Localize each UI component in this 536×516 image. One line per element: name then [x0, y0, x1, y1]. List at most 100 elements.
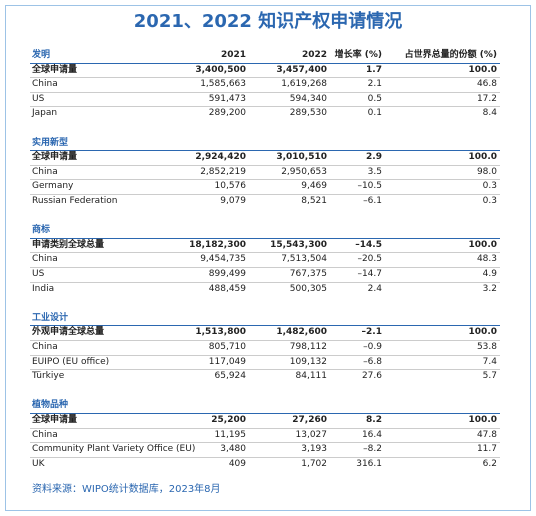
cell: 594,340	[289, 93, 327, 104]
cell: 1,513,800	[195, 327, 246, 338]
cell: –2.1	[361, 327, 382, 338]
source: 资料来源：WIPO统计数据库，2023年8月	[32, 484, 221, 495]
row-label: US	[32, 93, 45, 104]
row-rule	[30, 179, 500, 181]
cell: –6.1	[363, 196, 382, 206]
row-label: Russian Federation	[32, 196, 118, 206]
cell: –20.5	[357, 254, 382, 265]
section-rule	[30, 150, 500, 152]
cell: 316.1	[356, 458, 382, 469]
cell: 100.0	[468, 327, 497, 338]
cell: 15,543,300	[270, 239, 327, 250]
cell: 3,193	[301, 444, 327, 455]
row-rule	[30, 106, 500, 108]
cell: 3,010,510	[276, 152, 327, 163]
row-label: 全球申请量	[32, 64, 78, 75]
row-label: India	[32, 283, 55, 294]
row-label: EUIPO (EU office)	[32, 356, 110, 367]
section-title: 工业设计	[32, 312, 69, 323]
section-title: 商标	[32, 225, 51, 236]
row-rule	[30, 456, 500, 458]
row-rule	[30, 267, 500, 268]
row-label: UK	[32, 458, 45, 469]
row-label: China	[32, 342, 58, 352]
cell: 591,473	[208, 93, 246, 104]
cell: 8.4	[482, 108, 497, 119]
cell: 488,459	[208, 283, 246, 294]
cell: 25,200	[211, 415, 246, 425]
cell: 3,457,400	[276, 64, 327, 75]
column-header: 增长率 (%)	[334, 50, 382, 60]
section-title: 发明	[32, 50, 51, 60]
row-rule	[30, 77, 500, 79]
section-rule	[30, 413, 500, 414]
cell: 0.5	[367, 93, 382, 104]
cell: 1,585,663	[200, 79, 246, 90]
section-rule	[30, 62, 500, 64]
cell: 98.0	[476, 166, 497, 177]
row-rule	[30, 340, 500, 341]
section-rule	[30, 237, 500, 239]
row-label: Germany	[32, 181, 74, 192]
row-rule	[30, 194, 500, 195]
cell: –6.8	[363, 356, 382, 367]
row-label: China	[32, 254, 58, 265]
cell: 1.7	[366, 64, 382, 75]
column-header: 2021	[220, 50, 246, 60]
row-rule	[30, 252, 500, 254]
cell: 3,480	[220, 444, 246, 455]
section-title: 植物品种	[32, 400, 69, 411]
row-rule	[30, 369, 500, 371]
row-label: Japan	[32, 108, 58, 119]
row-label: 全球申请量	[32, 415, 78, 425]
cell: 0.1	[367, 108, 382, 119]
row-label: US	[32, 269, 45, 279]
cell: 16.4	[361, 429, 382, 440]
cell: 2.9	[366, 152, 382, 163]
cell: 500,305	[289, 283, 327, 294]
title: 2021、2022 知识产权申请情况	[133, 11, 403, 32]
cell: –8.2	[363, 444, 382, 455]
row-rule	[30, 354, 500, 356]
cell: 100.0	[468, 64, 497, 75]
cell: 2,924,420	[195, 152, 246, 163]
cell: 1,702	[301, 458, 327, 469]
cell: –10.5	[357, 181, 382, 192]
cell: 9,079	[220, 196, 246, 206]
row-label: China	[32, 429, 58, 440]
row-label: Türkiye	[32, 371, 65, 382]
row-rule	[30, 427, 500, 429]
cell: 109,132	[289, 356, 327, 367]
cell: 9,454,735	[200, 254, 246, 265]
section-title: 实用新型	[32, 137, 69, 148]
cell: 8,521	[301, 196, 327, 206]
row-rule	[30, 281, 500, 283]
cell: 100.0	[468, 239, 497, 250]
cell: 5.7	[482, 371, 497, 382]
row-rule	[30, 442, 500, 444]
cell: 1,619,268	[281, 79, 327, 90]
cell: 767,375	[289, 269, 327, 279]
cell: 3.5	[367, 166, 382, 177]
cell: 65,924	[214, 371, 247, 382]
frame	[5, 5, 531, 511]
row-label: 外观申请全球总量	[32, 327, 105, 338]
cell: –14.5	[355, 239, 382, 250]
cell: 13,027	[295, 429, 328, 440]
cell: 100.0	[468, 415, 497, 425]
cell: 0.3	[482, 196, 497, 206]
cell: 289,530	[289, 108, 327, 119]
cell: 4.9	[482, 269, 497, 279]
cell: 11,195	[214, 429, 247, 440]
cell: 1,482,600	[276, 327, 327, 338]
cell: 0.3	[482, 181, 497, 192]
cell: 3.2	[482, 283, 497, 294]
cell: 11.7	[476, 444, 497, 455]
row-rule	[30, 164, 500, 166]
cell: 18,182,300	[189, 239, 246, 250]
cell: 8.2	[366, 415, 382, 425]
section-rule	[30, 325, 500, 327]
cell: 3,400,500	[195, 64, 246, 75]
cell: –14.7	[357, 269, 382, 279]
